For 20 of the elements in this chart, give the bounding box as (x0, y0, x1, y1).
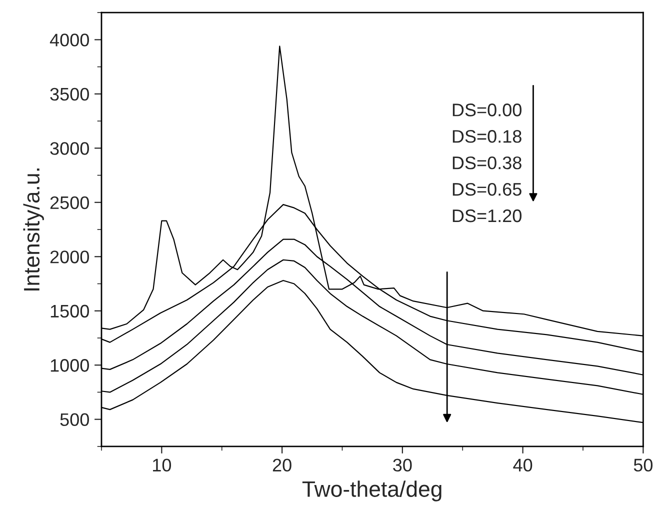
y-tick-label: 2500 (50, 196, 89, 210)
annotation: DS=1.20 (452, 209, 522, 222)
y-axis-title: Intensity/a.u. (23, 168, 44, 290)
y-tick-label: 3500 (50, 88, 89, 101)
annotation: DS=0.65 (452, 182, 522, 196)
x-tick-label: 30 (393, 458, 412, 472)
x-axis-title: Two-theta/deg (302, 480, 442, 502)
x-tick-label: 50 (634, 458, 653, 472)
y-tick-label: 2000 (50, 250, 89, 264)
annotation: DS=0.18 (452, 130, 522, 143)
y-tick-label: 1000 (50, 359, 89, 372)
y-tick-label: 4000 (50, 34, 89, 46)
x-tick-label: 20 (272, 458, 292, 472)
y-tick-label: 3000 (50, 142, 89, 155)
annotation: DS=0.38 (452, 156, 522, 170)
x-tick-label: 40 (513, 458, 532, 472)
x-tick-label: 10 (153, 458, 172, 472)
annotation: DS=0.00 (452, 104, 522, 116)
y-tick-label: 500 (60, 413, 89, 426)
y-tick-label: 1500 (50, 304, 89, 318)
